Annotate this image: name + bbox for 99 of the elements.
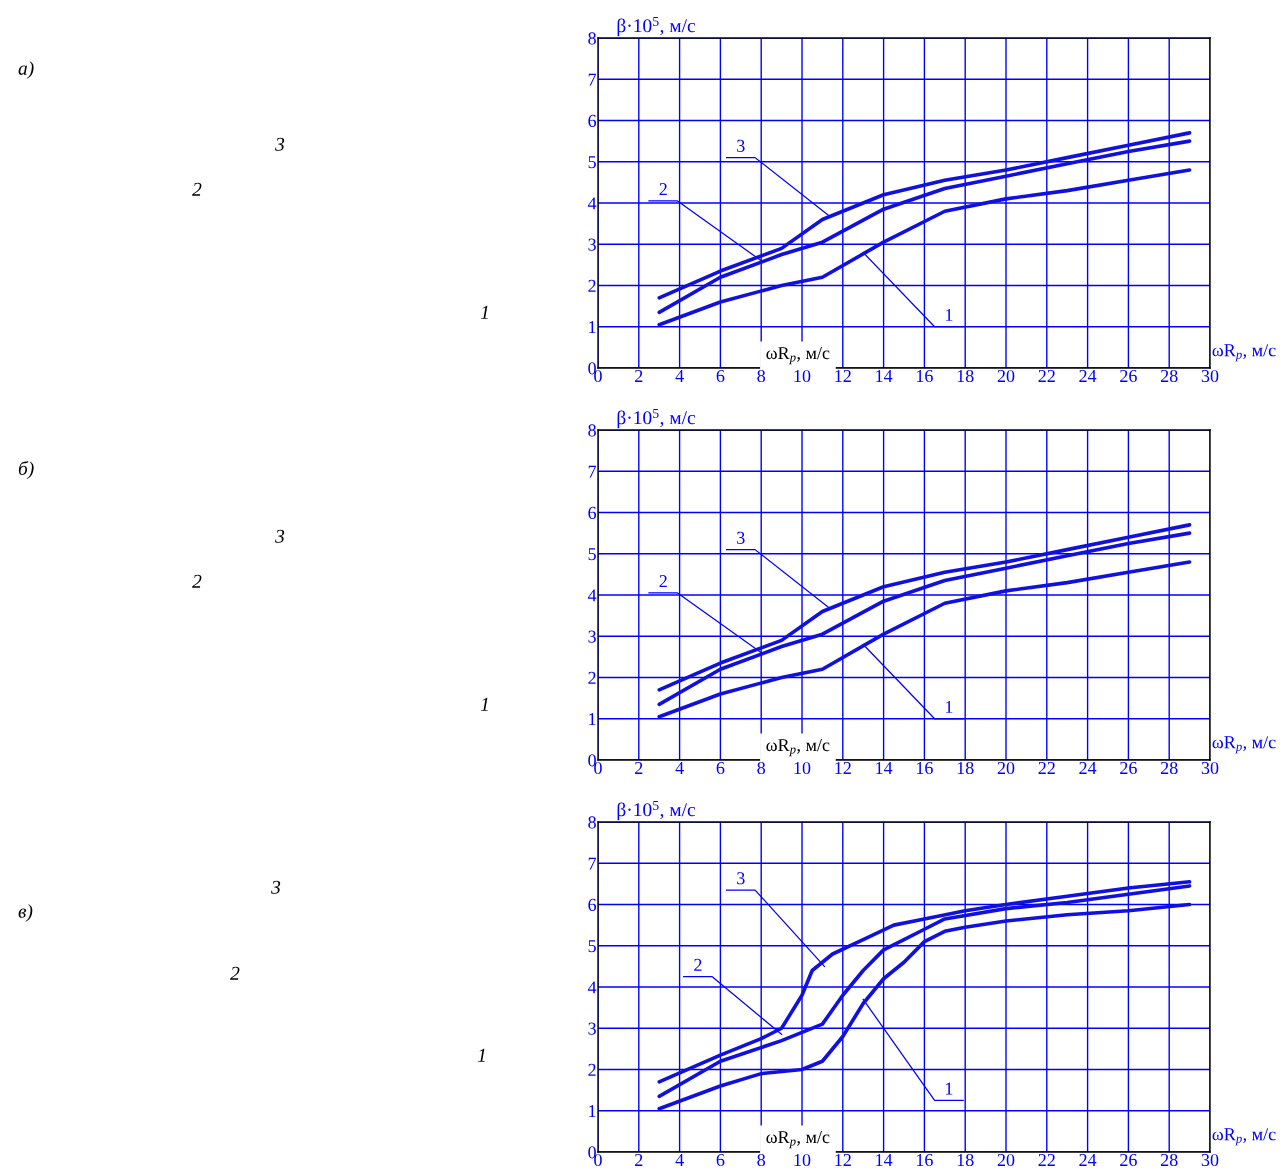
text: 2 (230, 966, 240, 980)
x-tick-label: 30 (1201, 369, 1219, 383)
x-tick-label: 20 (997, 369, 1015, 383)
annotation: 1 (945, 1082, 953, 1095)
text: 3 (271, 880, 281, 894)
y-tick-label: 5 (588, 940, 596, 953)
x-tick-label: 30 (1201, 761, 1219, 775)
x-tick-label: 14 (876, 1154, 893, 1166)
y-axis-title: β·10$^{5}$, м/с (617, 800, 696, 821)
text: 2 (192, 182, 202, 196)
x-tick-label: 24 (1079, 369, 1097, 382)
y-tick-label: 3 (588, 630, 596, 643)
text: б) (18, 460, 34, 480)
text: 2 (192, 574, 202, 588)
annotation: 3 (737, 139, 745, 152)
y-axis-title: β·10$^{5}$, м/с (617, 408, 696, 429)
x-tick-label: 14 (876, 762, 893, 774)
annotation: ωR$_{р}$, м/с (766, 1131, 830, 1149)
y-tick-label: 1 (589, 321, 596, 334)
x-tick-label: 18 (957, 369, 974, 383)
annotation: 1 (945, 700, 953, 713)
x-tick-label: 20 (997, 761, 1015, 775)
annotation: 2 (659, 575, 667, 588)
y-tick-label: 2 (588, 1063, 596, 1076)
x-tick-label: 12 (835, 369, 851, 382)
x-tick-label: 24 (1079, 1153, 1097, 1166)
x-tick-label: 12 (835, 761, 851, 774)
y-tick-label: 6 (588, 506, 597, 519)
x-tick-label: 10 (794, 761, 811, 775)
annotation: 3 (737, 531, 745, 544)
x-tick-label: 8 (757, 369, 766, 383)
text: 3 (275, 137, 285, 151)
y-tick-label: 6 (588, 898, 597, 911)
x-tick-label: 18 (957, 761, 974, 775)
y-tick-label: 6 (588, 114, 597, 127)
text: 1 (480, 697, 488, 711)
x-tick-label: 22 (1038, 369, 1055, 382)
x-tick-label: 20 (997, 1153, 1015, 1167)
x-tick-label: 4 (675, 370, 684, 382)
text: 3 (275, 529, 285, 543)
annotation: 3 (737, 872, 745, 885)
y-axis-title: β·10$^{5}$, м/с (617, 16, 696, 37)
x-tick-label: 28 (1160, 1153, 1178, 1167)
y-tick-label: 7 (588, 73, 597, 86)
text: 1 (480, 305, 488, 319)
x-tick-label: 2 (635, 369, 643, 382)
x-tick-label: 28 (1160, 369, 1178, 383)
x-tick-label: 10 (794, 369, 811, 383)
y-tick-label: 5 (588, 548, 596, 561)
x-tick-label: 26 (1120, 1153, 1137, 1167)
y-tick-label: 3 (588, 238, 596, 251)
annotation: 2 (659, 183, 667, 196)
y-tick-label: 8 (588, 424, 596, 437)
text: 1 (477, 1048, 485, 1062)
y-tick-label: 4 (587, 589, 597, 602)
y-tick-label: 2 (588, 671, 596, 684)
y-tick-label: 7 (588, 465, 597, 478)
y-tick-label: 3 (588, 1022, 596, 1035)
x-tick-label: 18 (957, 1153, 974, 1167)
x-tick-label: 22 (1038, 1153, 1055, 1166)
text: а) (18, 61, 34, 79)
x-tick-label: 16 (916, 369, 933, 383)
x-tick-label: 2 (635, 761, 643, 774)
x-tick-label: 30 (1201, 1153, 1219, 1167)
x-tick-label: 10 (794, 1153, 811, 1167)
x-tick-label: 4 (675, 762, 684, 774)
y-tick-label: 4 (587, 197, 597, 210)
x-tick-label: 22 (1038, 761, 1055, 774)
x-tick-label: 26 (1120, 761, 1137, 775)
y-tick-label: 8 (588, 32, 596, 45)
x-tick-label: 4 (675, 1154, 684, 1166)
x-tick-label: 26 (1120, 369, 1137, 383)
x-tick-label: 28 (1160, 761, 1178, 775)
annotation: 2 (694, 958, 702, 971)
x-tick-label: 16 (916, 1153, 933, 1167)
y-tick-label: 5 (588, 156, 596, 169)
x-tick-label: 8 (757, 1153, 766, 1167)
text: в) (18, 904, 33, 922)
y-tick-label: 8 (588, 816, 596, 829)
annotation: ωR$_{р}$, м/с (766, 347, 830, 365)
y-tick-label: 1 (589, 1105, 596, 1118)
x-tick-label: 14 (876, 370, 893, 382)
x-axis-title: ωR$_{р}$, м/с (1212, 1128, 1276, 1146)
x-tick-label: 6 (716, 761, 725, 775)
y-tick-label: 1 (589, 713, 596, 726)
y-tick-label: 2 (588, 279, 596, 292)
x-tick-label: 6 (716, 369, 725, 383)
x-tick-label: 16 (916, 761, 933, 775)
annotation: ωR$_{р}$, м/с (766, 739, 830, 757)
x-tick-label: 8 (757, 761, 766, 775)
x-tick-label: 24 (1079, 761, 1097, 774)
x-axis-title: ωR$_{р}$, м/с (1212, 344, 1276, 362)
x-tick-label: 2 (635, 1153, 643, 1166)
y-tick-label: 7 (588, 857, 597, 870)
x-tick-label: 6 (716, 1153, 725, 1167)
annotation: 1 (945, 308, 953, 321)
x-axis-title: ωR$_{р}$, м/с (1212, 736, 1276, 754)
x-tick-label: 12 (835, 1153, 851, 1166)
y-tick-label: 4 (587, 981, 597, 994)
